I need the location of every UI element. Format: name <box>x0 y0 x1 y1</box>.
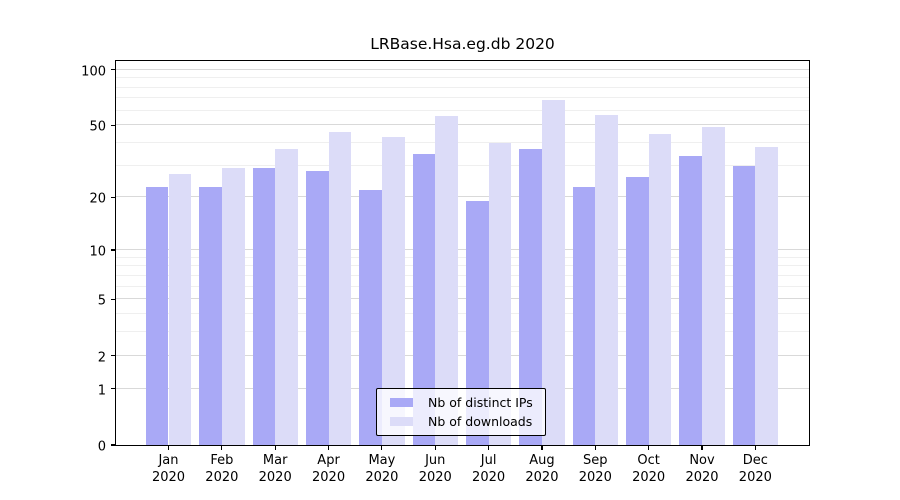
y-tick <box>111 444 116 446</box>
bar-downloads-aug <box>541 99 565 445</box>
y-tick <box>111 69 116 71</box>
legend-swatch-downloads <box>390 417 413 426</box>
bar-ips-may <box>359 190 382 445</box>
y-tick <box>111 124 116 126</box>
bar-ips-feb <box>199 186 222 445</box>
y-tick <box>111 249 116 251</box>
x-tick <box>434 445 436 450</box>
x-tick <box>381 445 383 450</box>
bar-downloads-dec <box>755 147 779 445</box>
legend-swatch-distinct-ips <box>390 398 413 407</box>
y-tick-label: 50 <box>89 119 106 135</box>
legend-row: Nb of downloads <box>383 414 539 429</box>
legend-label-distinct-ips: Nb of distinct IPs <box>428 395 533 410</box>
minor-gridline <box>116 77 809 79</box>
minor-gridline <box>116 97 809 99</box>
x-tick <box>648 445 650 450</box>
bar-ips-jul <box>465 201 489 445</box>
x-tick <box>274 445 276 450</box>
bar-downloads-nov <box>702 126 725 445</box>
y-tick-label: 100 <box>81 64 106 80</box>
bar-downloads-jan <box>168 174 192 445</box>
bar-ips-mar <box>252 168 276 445</box>
x-tick-label: Oct 2020 <box>632 453 666 485</box>
y-tick-label: 1 <box>97 383 106 399</box>
bar-ips-jan <box>145 186 169 445</box>
bar-ips-apr <box>305 171 329 445</box>
x-tick-label: May 2020 <box>365 453 399 485</box>
y-tick-label: 0 <box>97 439 106 455</box>
y-tick-label: 20 <box>89 191 106 207</box>
x-tick-label: Apr 2020 <box>312 453 346 485</box>
x-tick-label: Dec 2020 <box>738 453 772 485</box>
x-tick <box>221 445 223 450</box>
major-gridline <box>116 68 809 70</box>
chart-title: LRBase.Hsa.eg.db 2020 <box>370 35 555 53</box>
y-tick-label: 2 <box>97 350 106 366</box>
y-tick <box>111 298 116 300</box>
x-tick <box>167 445 170 450</box>
major-gridline <box>116 124 809 126</box>
x-tick-label: Nov 2020 <box>685 453 719 485</box>
legend: Nb of distinct IPs Nb of downloads <box>376 388 546 436</box>
x-tick-label: Sep 2020 <box>578 453 612 485</box>
x-tick-label: Feb 2020 <box>205 453 239 485</box>
bar-ips-dec <box>732 165 756 445</box>
x-tick <box>541 445 543 450</box>
x-tick-label: Jun 2020 <box>418 453 452 485</box>
x-tick <box>594 445 596 450</box>
bar-downloads-oct <box>648 133 672 445</box>
x-tick <box>754 445 756 450</box>
x-tick <box>701 445 703 450</box>
x-tick <box>488 445 490 450</box>
y-tick <box>111 355 116 357</box>
bar-ips-jun <box>412 153 436 445</box>
minor-gridline <box>116 86 809 88</box>
x-tick-label: Mar 2020 <box>258 453 292 485</box>
bar-downloads-mar <box>275 149 298 445</box>
legend-row: Nb of distinct IPs <box>383 395 539 410</box>
bar-downloads-may <box>381 137 405 445</box>
y-tick-label: 10 <box>89 244 106 260</box>
y-tick <box>111 388 116 390</box>
bar-ips-nov <box>679 155 702 445</box>
y-tick-label: 5 <box>97 293 106 309</box>
bar-downloads-apr <box>328 131 352 445</box>
bar-ips-aug <box>519 149 542 445</box>
bar-downloads-sep <box>595 114 618 445</box>
y-tick <box>111 196 116 199</box>
bar-downloads-feb <box>221 168 245 445</box>
bar-downloads-jun <box>435 116 458 445</box>
minor-gridline <box>116 109 809 111</box>
legend-label-downloads: Nb of downloads <box>428 414 533 429</box>
bar-ips-oct <box>625 177 649 445</box>
bar-downloads-jul <box>488 143 512 445</box>
x-tick-label: Jul 2020 <box>472 453 506 485</box>
x-tick-label: Jan 2020 <box>151 453 186 485</box>
x-tick-label: Aug 2020 <box>525 453 559 485</box>
x-tick <box>327 445 330 450</box>
bar-ips-sep <box>572 186 596 445</box>
